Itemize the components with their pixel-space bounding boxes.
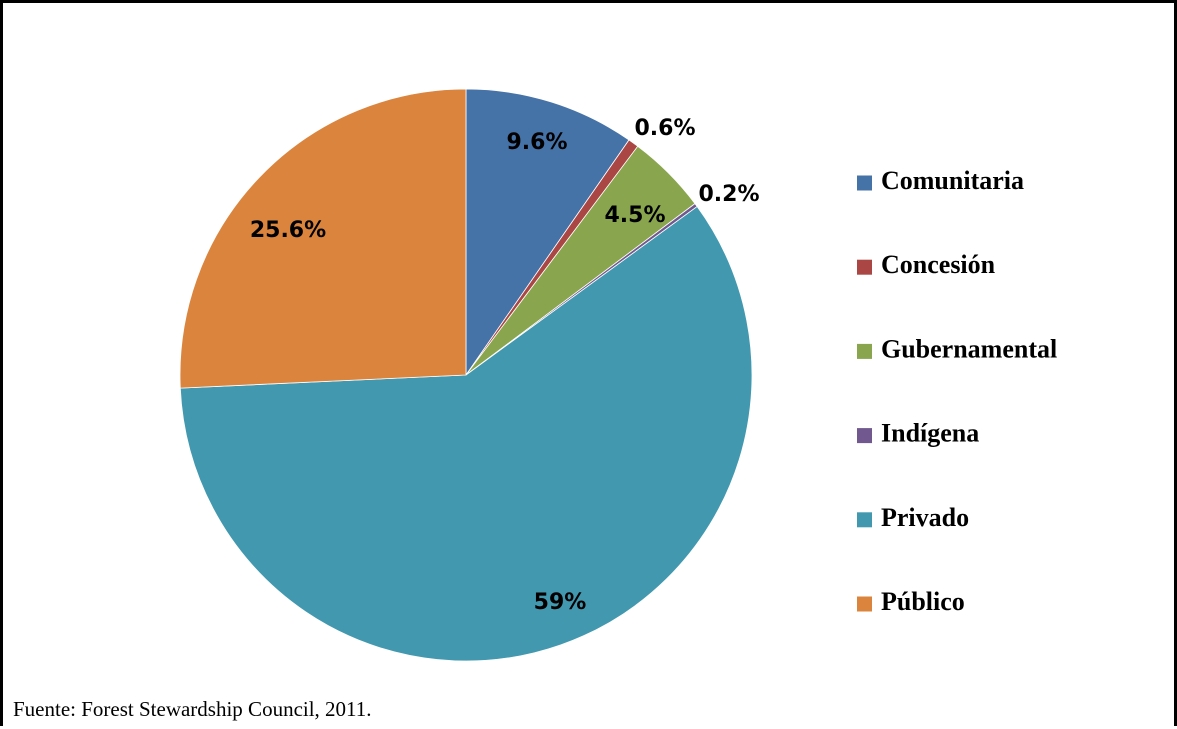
slice-label-comunitaria: 9.6%: [506, 130, 567, 155]
legend-label-indigena: Indígena: [881, 419, 979, 448]
pie-slice-publico: [179, 88, 467, 389]
source-note: Fuente: Forest Stewardship Council, 2011…: [13, 697, 372, 721]
legend-swatch-privado: [857, 512, 872, 528]
legend-swatch-concesion: [857, 259, 872, 275]
slice-label-indigena: 0.2%: [698, 182, 759, 207]
legend: Comunitaria Concesión Gubernamental Indígen…: [857, 166, 1057, 616]
legend-swatch-indigena: [857, 428, 872, 444]
pie-slice-privado: [179, 205, 753, 662]
legend-label-privado: Privado: [881, 503, 969, 532]
pie-slices: [179, 88, 753, 662]
slice-label-privado: 59%: [534, 590, 587, 615]
slice-label-gubernamental: 4.5%: [604, 203, 665, 228]
legend-label-publico: Público: [881, 587, 965, 616]
pie-slice-comunitaria: [465, 88, 630, 377]
legend-label-comunitaria: Comunitaria: [881, 166, 1024, 195]
legend-swatch-gubernamental: [857, 343, 872, 359]
slice-label-publico: 25.6%: [250, 218, 326, 243]
legend-swatch-comunitaria: [857, 175, 872, 191]
legend-label-gubernamental: Gubernamental: [881, 334, 1057, 363]
slice-label-concesion: 0.6%: [634, 116, 695, 141]
legend-swatch-publico: [857, 596, 872, 612]
pie-chart: 9.6% 0.6% 4.5% 0.2% 59% 25.6% Comunitaria Conc…: [179, 88, 1057, 662]
legend-label-concesion: Concesión: [881, 250, 996, 279]
slice-labels: 9.6% 0.6% 4.5% 0.2% 59% 25.6%: [250, 116, 760, 615]
